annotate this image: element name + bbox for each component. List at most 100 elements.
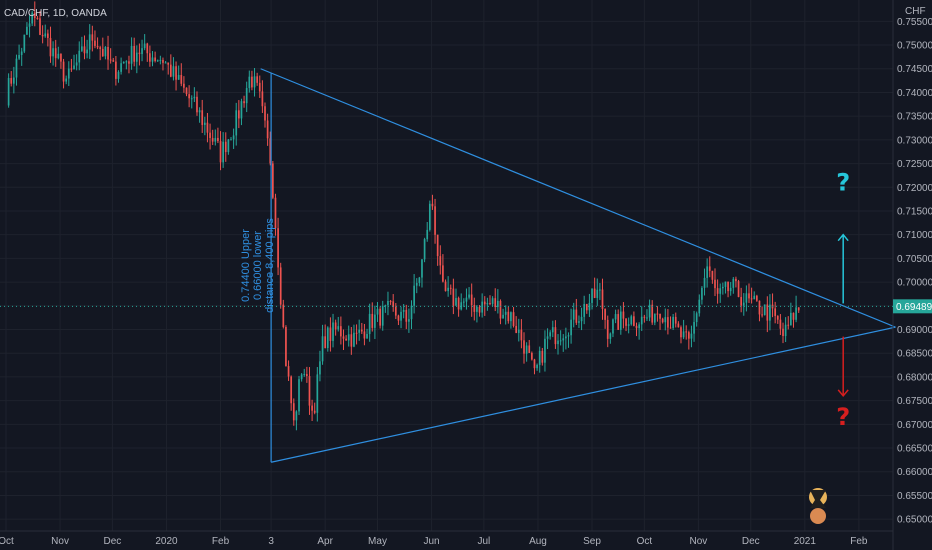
candle-body (531, 352, 533, 360)
candle-body (371, 313, 374, 328)
candle-body (342, 336, 345, 339)
candle-body (761, 314, 763, 316)
candle-body (716, 288, 719, 294)
candle-body (646, 317, 648, 319)
candle-body (381, 306, 384, 326)
candle-body (7, 78, 10, 106)
candle-body (693, 322, 695, 334)
candle-body (462, 301, 465, 303)
candle-body (507, 311, 510, 322)
candle-body (169, 64, 172, 77)
candle-body (523, 340, 525, 354)
candle-body (366, 334, 368, 339)
price-tick-label: 0.66000 (897, 467, 932, 478)
candle-body (303, 374, 306, 376)
candle-body (400, 311, 402, 321)
candle-body (285, 327, 287, 367)
candle-body (727, 281, 729, 292)
candle-body (308, 376, 311, 406)
candle-body (99, 47, 102, 49)
candle-body (10, 78, 13, 84)
candle-body (478, 306, 481, 313)
candle-body (630, 316, 633, 325)
candle-body (439, 256, 442, 266)
candle-body (319, 361, 321, 375)
candle-body (36, 17, 39, 19)
candle-body (274, 197, 277, 229)
time-tick-label: Aug (529, 536, 547, 547)
candle-body (28, 23, 31, 27)
price-tick-label: 0.75500 (897, 17, 932, 28)
candle-body (115, 61, 117, 79)
price-tick-label: 0.68000 (897, 372, 932, 383)
time-axis[interactable]: Oct Nov Dec 2020 Feb 3 Apr May Jun Jul Aug Sep Oct No… (0, 536, 868, 547)
candle-body (384, 305, 387, 307)
candle-body (75, 62, 78, 66)
price-tick-label: 0.67000 (897, 420, 932, 431)
candle-body (601, 289, 604, 309)
candle-body (324, 336, 327, 349)
candle-body (517, 329, 520, 333)
candle-body (222, 141, 224, 163)
candle-body (659, 313, 661, 319)
candle-body (389, 300, 392, 302)
candle-body (748, 293, 750, 299)
candle-body (643, 316, 646, 318)
candle-body (690, 333, 693, 339)
candle-body (606, 319, 609, 339)
candle-body (442, 265, 444, 282)
candle-body (565, 336, 567, 339)
candle-body (272, 163, 274, 198)
distance-annotation-line: 0.74400 Upper (240, 229, 252, 302)
candle-body (211, 138, 214, 142)
candle-body (183, 83, 185, 88)
candle-body (698, 299, 701, 314)
candle-body (536, 364, 538, 369)
candle-body (185, 87, 188, 95)
candle-body (230, 139, 232, 141)
candle-body (578, 321, 580, 323)
candle-body (313, 410, 316, 413)
candle-body (112, 60, 115, 62)
candle-body (248, 76, 251, 89)
candle-body (60, 53, 62, 62)
price-tick-label: 0.71000 (897, 230, 932, 241)
candle-body (413, 285, 415, 306)
candle-body (311, 405, 313, 411)
time-tick-label: Feb (850, 536, 868, 547)
candle-body (232, 135, 235, 140)
candle-body (434, 206, 436, 235)
candle-body (695, 313, 698, 323)
candle-body (73, 65, 75, 70)
candle-body (300, 374, 303, 380)
candle-body (502, 314, 504, 319)
candle-body (15, 58, 18, 78)
candle-body (175, 66, 177, 80)
candle-body (243, 101, 245, 104)
candle-body (758, 300, 761, 315)
candle-body (706, 266, 708, 278)
candle-body (159, 59, 162, 61)
candle-body (703, 277, 706, 288)
price-axis[interactable]: 0.75500 0.75000 0.74500 0.74000 0.73500 0.730… (897, 17, 932, 526)
candle-body (81, 46, 83, 51)
candle-body (206, 122, 209, 133)
time-tick-label: May (368, 536, 387, 547)
candle-body (321, 336, 324, 362)
candle-body (742, 302, 745, 306)
price-tick-label: 0.70000 (897, 278, 932, 289)
candle-body (588, 302, 591, 311)
time-tick-label: Jul (477, 536, 490, 547)
time-tick-label: Feb (212, 536, 230, 547)
distance-annotation-line: 0.66000 lower (252, 231, 264, 300)
candle-body (753, 295, 756, 300)
candle-body (591, 288, 593, 303)
time-tick-label: 2021 (794, 536, 817, 547)
candle-body (337, 326, 340, 330)
candle-body (711, 270, 714, 280)
candle-body (792, 312, 795, 320)
candle-body (41, 34, 44, 37)
candle-body (193, 96, 196, 99)
candle-body (405, 309, 408, 322)
